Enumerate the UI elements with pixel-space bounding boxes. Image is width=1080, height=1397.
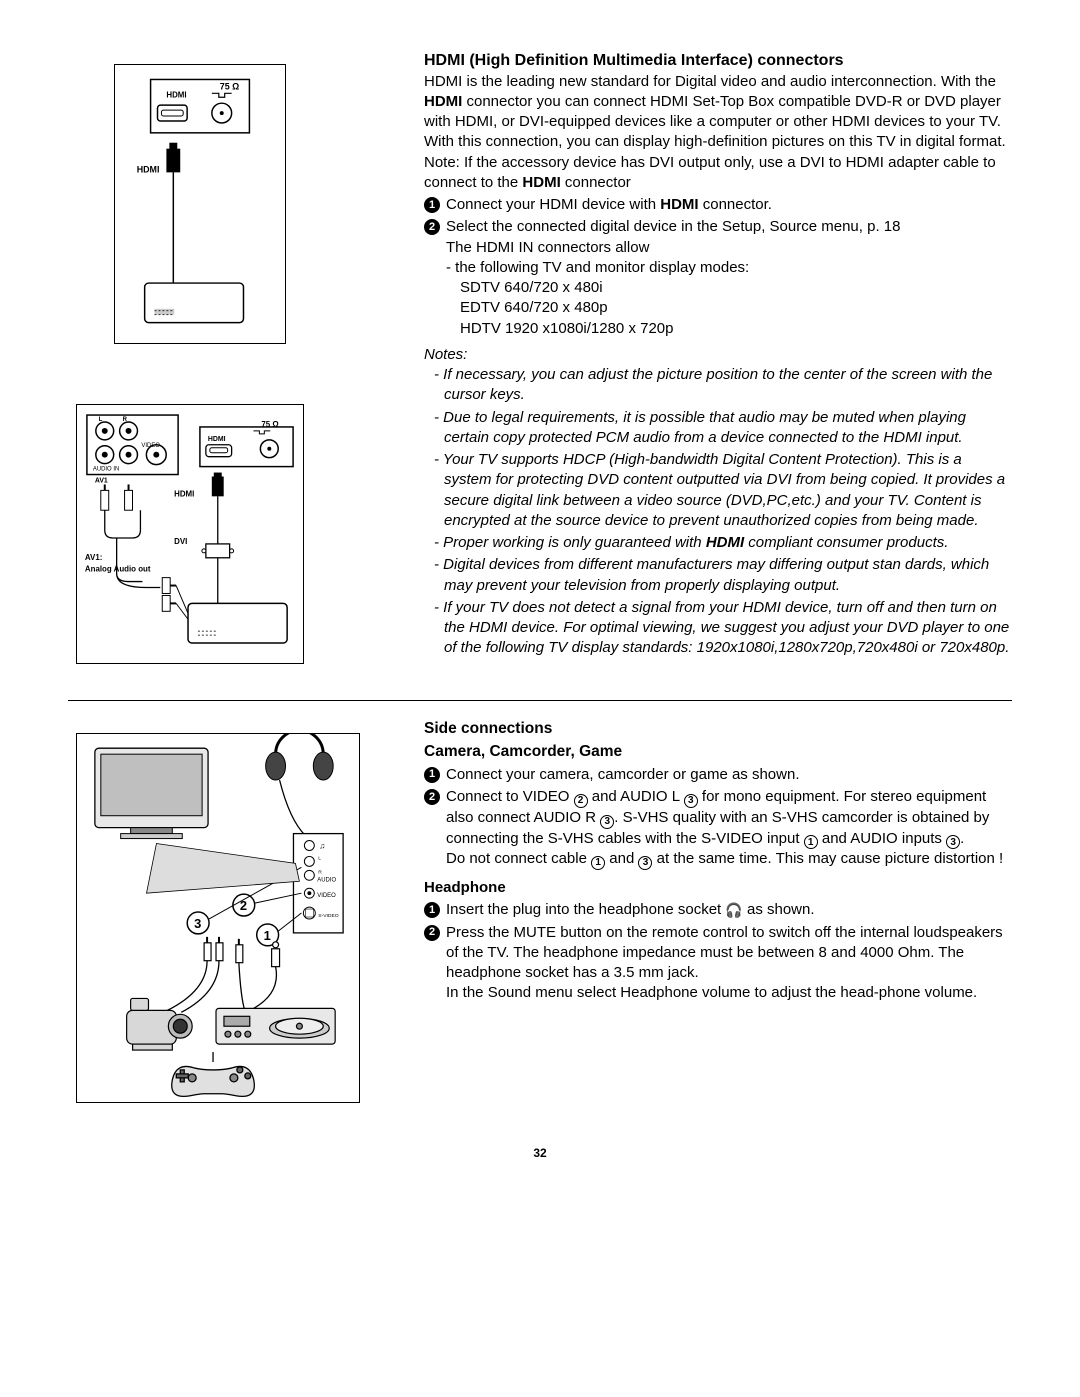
hdmi-note-1: If necessary, you can adjust the picture… bbox=[434, 365, 1012, 406]
svg-text:VIDEO: VIDEO bbox=[141, 443, 160, 449]
step-number-2-icon: 2 bbox=[424, 789, 440, 805]
side-title-2: Camera, Camcorder, Game bbox=[424, 742, 1012, 763]
hdmi-intro: HDMI is the leading new standard for Dig… bbox=[424, 72, 1012, 153]
side-step-2: 2 Connect to VIDEO 2 and AUDIO L 3 for m… bbox=[424, 787, 1012, 849]
hdmi-note-5: Digital devices from different manufactu… bbox=[434, 555, 1012, 596]
step-number-2-icon: 2 bbox=[424, 219, 440, 235]
svg-text:AV1: AV1 bbox=[95, 477, 108, 484]
hdmi-modes-intro: - the following TV and monitor display m… bbox=[424, 258, 1012, 278]
svg-text:3: 3 bbox=[194, 916, 201, 931]
hdmi-section-text: HDMI (High Definition Multimedia Interfa… bbox=[424, 50, 1012, 678]
hdmi-note-3: Your TV supports HDCP (High-bandwidth Di… bbox=[434, 450, 1012, 531]
svg-text:DVI: DVI bbox=[174, 537, 187, 546]
svg-text:AUDIO IN: AUDIO IN bbox=[93, 467, 119, 473]
headphone-title: Headphone bbox=[424, 878, 1012, 898]
svg-text:HDMI: HDMI bbox=[208, 436, 226, 443]
svg-text:AV1:: AV1: bbox=[85, 553, 102, 562]
headphone-step-2: 2 Press the MUTE button on the remote co… bbox=[424, 923, 1012, 984]
svg-text:Analog Audio out: Analog Audio out bbox=[85, 565, 151, 574]
hdmi-dvi-diagram: L R VIDEO AUDIO IN AV1 HDMI 75 Ω HDMI bbox=[76, 404, 304, 664]
svg-text:1: 1 bbox=[264, 928, 271, 943]
hdmi-sdtv: SDTV 640/720 x 480i bbox=[424, 278, 1012, 298]
side-step-1: 1 Connect your camera, camcorder or game… bbox=[424, 765, 1012, 785]
hdmi-note-4: Proper working is only guaranteed with H… bbox=[434, 533, 1012, 553]
hdmi-title: HDMI (High Definition Multimedia Interfa… bbox=[424, 50, 1012, 72]
headphone-icon: 🎧 bbox=[725, 902, 742, 918]
svg-text:R: R bbox=[318, 869, 322, 875]
page-number: 32 bbox=[68, 1145, 1012, 1161]
svg-text:VIDEO: VIDEO bbox=[317, 893, 336, 899]
svg-text:AUDIO: AUDIO bbox=[317, 877, 336, 883]
side-connections-diagram: ♫ L R AUDIO VIDEO S-VIDEO 2 3 1 bbox=[76, 733, 360, 1103]
section-divider bbox=[68, 700, 1012, 701]
hdmi-note-2: Due to legal requirements, it is possibl… bbox=[434, 408, 1012, 449]
step-number-1-icon: 1 bbox=[424, 197, 440, 213]
hdmi-allow: The HDMI IN connectors allow bbox=[424, 238, 1012, 258]
hdmi-note-dvi: Note: If the accessory device has DVI ou… bbox=[424, 153, 1012, 194]
hdmi-step-2: 2 Select the connected digital device in… bbox=[424, 217, 1012, 237]
side-warning: Do not connect cable 1 and 3 at the same… bbox=[424, 849, 1012, 870]
ohm-label: 75 Ω bbox=[220, 81, 239, 91]
notes-label: Notes: bbox=[424, 345, 1012, 365]
hdmi-notes: Notes: If necessary, you can adjust the … bbox=[424, 345, 1012, 659]
hdmi-step-1: 1 Connect your HDMI device with HDMI con… bbox=[424, 195, 1012, 215]
headphone-note: In the Sound menu select Headphone volum… bbox=[424, 983, 1012, 1003]
hdmi-note-6: If your TV does not detect a signal from… bbox=[434, 598, 1012, 659]
svg-text:R: R bbox=[123, 417, 128, 423]
svg-text:HDMI: HDMI bbox=[174, 489, 194, 498]
svg-text:L: L bbox=[318, 855, 321, 861]
headphone-step-1: 1 Insert the plug into the headphone soc… bbox=[424, 900, 1012, 920]
step-number-1-icon: 1 bbox=[424, 902, 440, 918]
hdmi-edtv: EDTV 640/720 x 480p bbox=[424, 298, 1012, 318]
hdmi-port-label: HDMI bbox=[166, 90, 186, 99]
svg-text:L: L bbox=[99, 417, 103, 423]
hdmi-hdtv: HDTV 1920 x1080i/1280 x 720p bbox=[424, 319, 1012, 339]
hdmi-cable-label: HDMI bbox=[137, 164, 160, 174]
side-connections-text: Side connections Camera, Camcorder, Game… bbox=[424, 719, 1012, 1117]
hdmi-diagram-simple: HDMI 75 Ω HDMI bbox=[114, 64, 286, 344]
step-number-2-icon: 2 bbox=[424, 925, 440, 941]
svg-text:75 Ω: 75 Ω bbox=[261, 420, 279, 429]
side-title-1: Side connections bbox=[424, 719, 1012, 740]
step-number-1-icon: 1 bbox=[424, 767, 440, 783]
svg-text:S-VIDEO: S-VIDEO bbox=[318, 913, 339, 919]
svg-text:♫: ♫ bbox=[319, 841, 325, 850]
